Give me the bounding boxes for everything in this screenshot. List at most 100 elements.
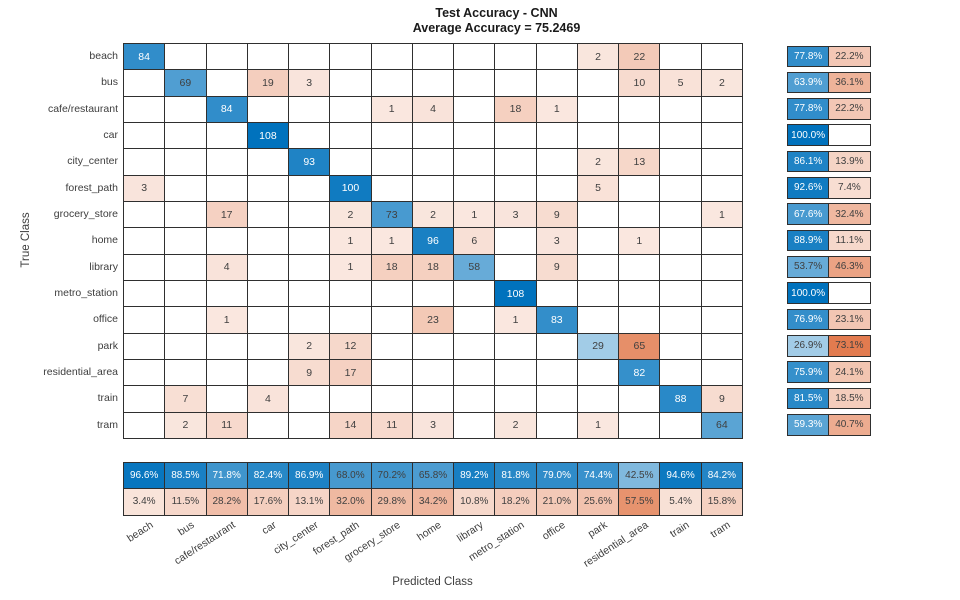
matrix-cell-empty — [453, 43, 496, 71]
row-summary-correct-cell: 59.3% — [787, 414, 830, 436]
matrix-cell: 5 — [576, 174, 620, 202]
row-summary-correct-cell: 76.9% — [787, 308, 830, 331]
col-summary-incorrect-cell: 11.5% — [164, 488, 207, 516]
matrix-cell: 9 — [535, 200, 578, 229]
matrix-cell: 1 — [700, 200, 743, 229]
matrix-cell: 10 — [618, 69, 661, 97]
matrix-cell-empty — [411, 279, 455, 308]
row-summary-incorrect-cell: 11.1% — [828, 229, 871, 252]
matrix-cell-empty — [411, 69, 455, 97]
matrix-cell-empty — [205, 69, 248, 97]
col-summary-incorrect-cell: 32.0% — [329, 488, 372, 516]
matrix-cell-empty — [288, 121, 331, 150]
matrix-cell-empty — [411, 121, 455, 150]
matrix-cell: 3 — [411, 411, 455, 439]
col-summary-incorrect-cell: 3.4% — [123, 488, 166, 516]
y-tick-label: metro_station — [54, 287, 118, 300]
matrix-cell-empty — [288, 253, 331, 281]
matrix-cell-empty — [453, 95, 496, 123]
matrix-cell-empty — [411, 332, 455, 360]
matrix-cell: 108 — [494, 279, 537, 308]
matrix-cell-empty — [700, 332, 743, 360]
matrix-cell-empty — [205, 385, 248, 413]
matrix-cell-empty — [535, 411, 578, 439]
chart-title-block: Test Accuracy - CNN Average Accuracy = 7… — [123, 6, 870, 36]
matrix-cell: 11 — [205, 411, 248, 439]
matrix-cell: 2 — [700, 69, 743, 97]
matrix-cell-empty — [453, 332, 496, 360]
col-summary-correct-cell: 86.9% — [288, 462, 331, 490]
matrix-cell-empty — [453, 306, 496, 334]
matrix-cell-empty — [700, 95, 743, 123]
matrix-cell-empty — [246, 43, 290, 71]
matrix-cell-empty — [576, 279, 620, 308]
matrix-cell-empty — [494, 69, 537, 97]
matrix-cell-empty — [205, 358, 248, 387]
matrix-cell: 1 — [370, 95, 413, 123]
col-summary-correct-cell: 74.4% — [576, 462, 620, 490]
y-tick-label: park — [97, 339, 118, 352]
matrix-cell-empty — [659, 200, 702, 229]
matrix-cell-empty — [123, 358, 166, 387]
matrix-cell-empty — [205, 227, 248, 255]
col-summary-correct-cell: 42.5% — [618, 462, 661, 490]
col-summary-incorrect-cell: 34.2% — [411, 488, 455, 516]
matrix-cell: 1 — [453, 200, 496, 229]
matrix-cell: 1 — [618, 227, 661, 255]
matrix-cell: 2 — [576, 43, 620, 71]
col-summary-correct-cell: 88.5% — [164, 462, 207, 490]
matrix-cell-empty — [576, 121, 620, 150]
row-summary-correct-cell: 53.7% — [787, 256, 830, 278]
matrix-cell-empty — [535, 332, 578, 360]
matrix-cell-empty — [123, 95, 166, 123]
chart-title: Test Accuracy - CNN — [435, 6, 558, 20]
chart-subtitle: Average Accuracy = 75.2469 — [412, 21, 581, 35]
matrix-cell-empty — [329, 69, 372, 97]
y-tick-label: bus — [101, 76, 118, 89]
matrix-cell-empty — [370, 385, 413, 413]
y-tick-label: train — [97, 392, 118, 405]
matrix-cell-empty — [370, 332, 413, 360]
matrix-cell: 83 — [535, 306, 578, 334]
matrix-cell-empty — [494, 332, 537, 360]
matrix-cell-empty — [123, 385, 166, 413]
matrix-cell-empty — [123, 411, 166, 439]
y-tick-label: library — [89, 260, 118, 273]
matrix-cell-empty — [618, 95, 661, 123]
matrix-cell-empty — [576, 253, 620, 281]
y-axis-label: True Class — [20, 212, 32, 268]
matrix-cell-empty — [164, 174, 207, 202]
matrix-cell-empty — [659, 174, 702, 202]
matrix-cell-empty — [370, 306, 413, 334]
matrix-cell-empty — [618, 411, 661, 439]
matrix-cell-empty — [535, 358, 578, 387]
matrix-cell-empty — [700, 306, 743, 334]
matrix-cell-empty — [329, 43, 372, 71]
matrix-cell-empty — [205, 174, 248, 202]
matrix-cell: 58 — [453, 253, 496, 281]
matrix-cell-empty — [288, 200, 331, 229]
matrix-cell-empty — [164, 121, 207, 150]
matrix-cell-empty — [576, 200, 620, 229]
row-summary-correct-cell: 63.9% — [787, 71, 830, 94]
matrix-cell-empty — [123, 227, 166, 255]
matrix-cell-empty — [123, 121, 166, 150]
matrix-cell-empty — [123, 69, 166, 97]
matrix-cell-empty — [535, 121, 578, 150]
col-summary-incorrect-cell: 10.8% — [453, 488, 496, 516]
matrix-cell-empty — [659, 358, 702, 387]
matrix-cell-empty — [205, 121, 248, 150]
matrix-cell-empty — [246, 148, 290, 176]
matrix-cell-empty — [288, 385, 331, 413]
matrix-cell-empty — [618, 174, 661, 202]
row-summary-correct-cell: 92.6% — [787, 177, 830, 199]
row-summary-correct-cell: 100.0% — [787, 124, 830, 146]
matrix-cell-empty — [453, 121, 496, 150]
matrix-cell-empty — [659, 306, 702, 334]
col-summary-correct-cell: 71.8% — [205, 462, 248, 490]
matrix-cell-empty — [535, 148, 578, 176]
matrix-cell-empty — [288, 227, 331, 255]
matrix-cell-empty — [164, 43, 207, 71]
matrix-cell-empty — [205, 43, 248, 71]
